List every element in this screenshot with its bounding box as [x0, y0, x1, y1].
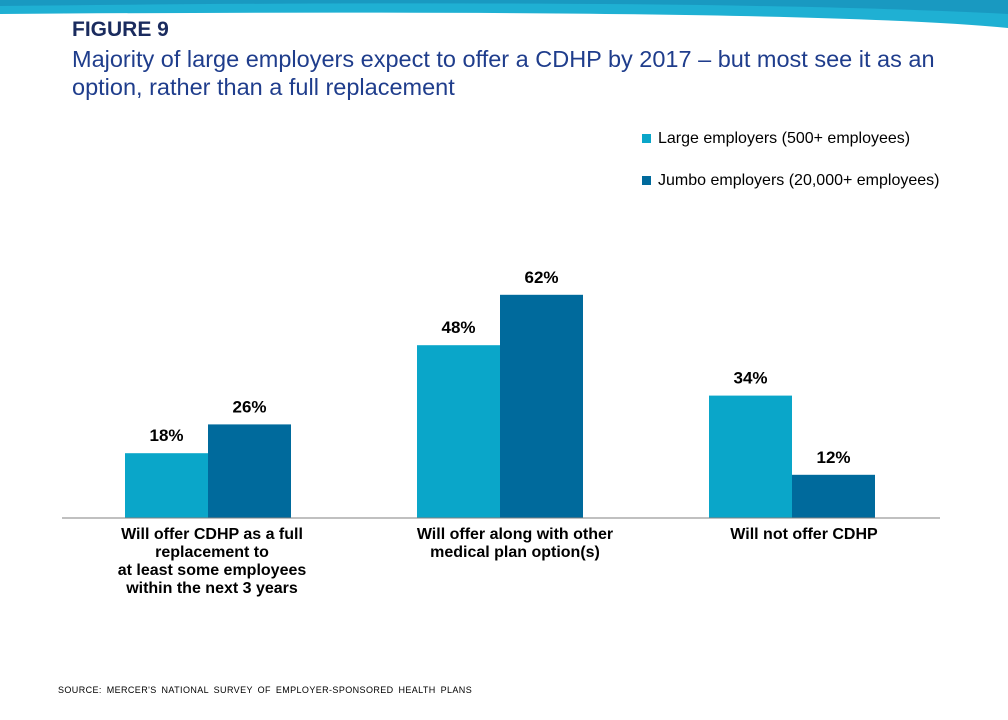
header-band-light [0, 0, 1008, 28]
legend-label-jumbo: Jumbo employers (20,000+ employees) [658, 172, 940, 189]
bar-large-along-with-other [417, 345, 500, 518]
bar-large-full-replacement [125, 453, 208, 518]
data-label-large-full-replacement: 18% [149, 426, 183, 445]
legend-swatch-large [642, 134, 651, 143]
bar-jumbo-full-replacement [208, 424, 291, 518]
category-label-will-not-offer: Will not offer CDHP [730, 526, 878, 543]
header-band-dark [0, 0, 1008, 14]
legend-swatch-jumbo [642, 176, 651, 185]
legend-label-large: Large employers (500+ employees) [658, 130, 911, 147]
bar-jumbo-along-with-other [500, 294, 583, 518]
header-band [0, 0, 1008, 28]
source-note: SOURCE: MERCER'S NATIONAL SURVEY OF EMPL… [58, 685, 473, 695]
bar-large-will-not-offer [709, 395, 792, 518]
page-title: Majority of large employers expect to of… [72, 46, 935, 100]
data-label-jumbo-along-with-other: 62% [524, 268, 558, 287]
data-label-jumbo-will-not-offer: 12% [816, 448, 850, 467]
data-label-large-along-with-other: 48% [441, 318, 475, 337]
data-label-large-will-not-offer: 34% [733, 369, 767, 388]
figure-label: FIGURE 9 [72, 18, 169, 41]
bar-jumbo-will-not-offer [792, 474, 875, 518]
category-label-along-with-other: Will offer along with other medical plan… [416, 526, 614, 561]
data-label-jumbo-full-replacement: 26% [232, 397, 266, 416]
category-label-full-replacement: Will offer CDHP as a full replacement to… [117, 526, 307, 597]
